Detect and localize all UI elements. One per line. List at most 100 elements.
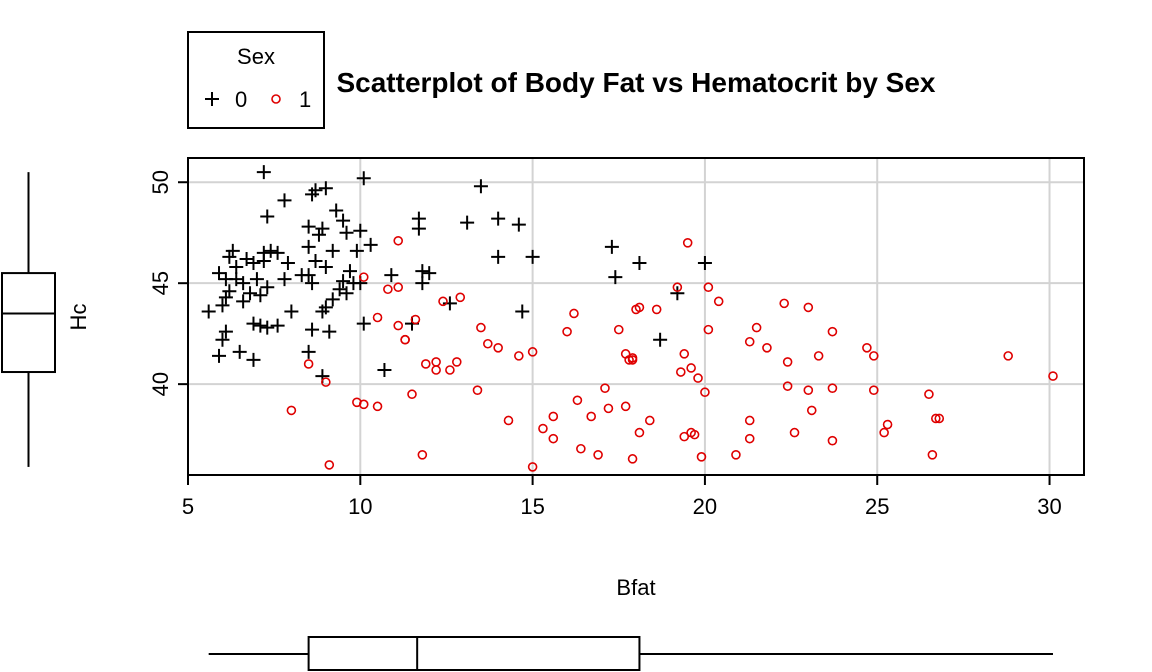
data-point-sex-1 <box>303 359 314 369</box>
x-tick-label: 20 <box>693 494 717 519</box>
data-point-sex-1 <box>445 365 455 375</box>
data-point-sex-0 <box>342 264 357 279</box>
data-point-sex-1 <box>744 433 755 444</box>
data-point-sex-0 <box>349 243 364 258</box>
y-tick-label: 40 <box>148 372 173 396</box>
data-point-sex-1 <box>417 450 428 460</box>
data-point-sex-0 <box>260 320 275 335</box>
data-point-sex-1 <box>593 450 603 460</box>
data-point-sex-0 <box>236 276 251 291</box>
data-point-sex-1 <box>358 399 369 410</box>
chart-title: Scatterplot of Body Fat vs Hematocrit by… <box>336 67 935 98</box>
data-point-sex-0 <box>249 272 264 287</box>
data-point-sex-1 <box>431 365 441 375</box>
data-points <box>201 165 1058 472</box>
data-point-sex-1 <box>527 462 538 472</box>
data-point-sex-0 <box>284 304 299 319</box>
data-point-sex-1 <box>455 292 466 303</box>
data-point-sex-1 <box>675 367 686 377</box>
legend-title: Sex <box>237 44 275 69</box>
data-point-sex-1 <box>576 443 586 454</box>
data-point-sex-1 <box>868 351 879 361</box>
data-point-sex-1 <box>548 433 559 444</box>
data-point-sex-0 <box>246 316 261 331</box>
data-point-sex-1 <box>744 336 755 347</box>
data-point-sex-1 <box>286 405 297 416</box>
legend-symbol-plus <box>205 92 219 106</box>
data-point-sex-1 <box>548 411 559 422</box>
data-point-sex-0 <box>377 363 392 378</box>
data-point-sex-0 <box>311 227 326 242</box>
data-point-sex-1 <box>934 413 945 424</box>
data-point-sex-1 <box>700 387 710 398</box>
y-axis-label: Hc <box>66 304 91 331</box>
legend-plus-symbol <box>205 92 219 106</box>
data-point-sex-1 <box>679 431 690 442</box>
data-point-sex-1 <box>744 415 755 426</box>
data-point-sex-1 <box>613 324 624 335</box>
data-point-sex-1 <box>514 351 524 361</box>
data-point-sex-1 <box>476 322 486 333</box>
data-point-sex-0 <box>215 332 230 347</box>
data-point-sex-0 <box>315 221 330 236</box>
data-point-sex-1 <box>627 355 638 365</box>
data-point-sex-1 <box>644 415 655 426</box>
data-point-sex-0 <box>260 280 275 295</box>
data-point-sex-0 <box>236 294 251 309</box>
data-point-sex-1 <box>789 427 800 438</box>
data-point-sex-1 <box>410 314 421 325</box>
data-point-sex-0 <box>232 344 247 359</box>
data-point-sex-1 <box>651 304 662 315</box>
data-point-sex-0 <box>305 322 320 337</box>
data-point-sex-0 <box>301 344 316 359</box>
data-point-sex-0 <box>222 284 237 299</box>
data-point-sex-0 <box>515 304 530 319</box>
data-point-sex-1 <box>321 377 331 387</box>
data-point-sex-1 <box>569 308 579 319</box>
data-point-sex-0 <box>339 225 354 240</box>
data-point-sex-0 <box>280 255 295 270</box>
data-point-sex-1 <box>634 427 645 438</box>
data-point-sex-1 <box>600 383 610 393</box>
data-point-sex-0 <box>670 286 685 301</box>
data-point-sex-1 <box>879 427 889 438</box>
data-point-sex-1 <box>703 324 714 335</box>
data-point-sex-0 <box>632 255 647 270</box>
data-point-sex-1 <box>686 363 696 373</box>
data-point-sex-0 <box>212 266 227 281</box>
data-point-sex-0 <box>353 223 368 238</box>
data-point-sex-0 <box>301 219 316 234</box>
data-point-sex-1 <box>372 312 383 323</box>
data-point-sex-1 <box>813 351 824 361</box>
data-point-sex-1 <box>806 405 817 416</box>
data-point-sex-0 <box>491 249 506 264</box>
data-point-sex-0 <box>511 217 526 232</box>
data-point-sex-1 <box>603 403 614 414</box>
legend: Sex 0 1 <box>187 31 325 129</box>
data-point-sex-0 <box>256 165 271 180</box>
x-tick-label: 30 <box>1037 494 1061 519</box>
data-point-sex-1 <box>627 454 638 464</box>
data-point-sex-0 <box>246 255 261 270</box>
data-point-sex-1 <box>383 284 393 295</box>
data-point-sex-1 <box>803 302 814 313</box>
data-point-sex-0 <box>263 243 278 258</box>
x-box <box>307 636 641 671</box>
data-point-sex-0 <box>308 253 323 268</box>
data-point-sex-0 <box>201 304 216 319</box>
data-point-sex-1 <box>679 349 690 359</box>
data-point-sex-0 <box>411 211 426 226</box>
data-point-sex-0 <box>384 268 399 283</box>
data-point-sex-0 <box>243 286 258 301</box>
y-marginal-boxplot <box>1 172 56 467</box>
data-point-sex-0 <box>318 260 333 275</box>
legend-box <box>187 31 325 129</box>
legend-circle-symbol <box>271 94 281 104</box>
data-point-sex-1 <box>1003 351 1013 361</box>
data-point-sex-0 <box>336 274 351 289</box>
data-point-sex-0 <box>525 249 540 264</box>
data-point-sex-0 <box>653 332 668 347</box>
data-point-sex-1 <box>358 272 369 282</box>
data-point-sex-1 <box>696 452 707 462</box>
